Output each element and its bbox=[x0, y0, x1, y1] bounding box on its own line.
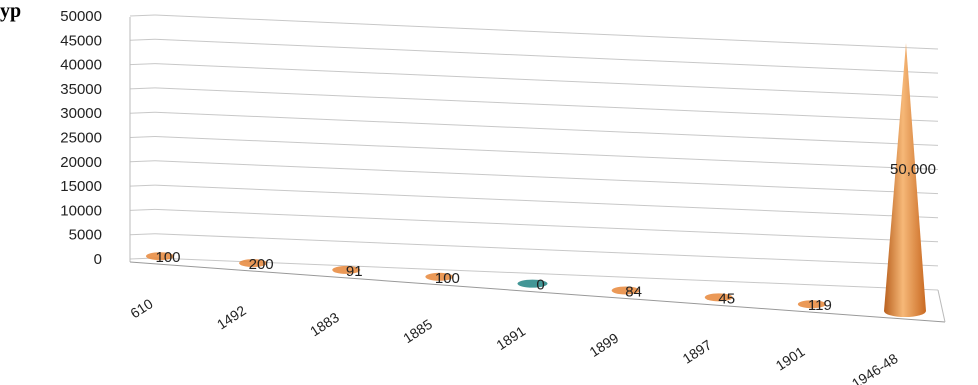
gridline bbox=[129, 136, 939, 170]
y-tick-label: 40000 bbox=[60, 57, 102, 74]
cone-bar bbox=[425, 272, 454, 281]
cone-bar bbox=[611, 286, 640, 295]
gridline bbox=[129, 14, 939, 50]
cone-bar bbox=[332, 265, 361, 274]
data-label: 119 bbox=[808, 297, 832, 314]
data-label: 45 bbox=[718, 290, 735, 307]
y-tick-label: 35000 bbox=[60, 81, 102, 98]
x-axis-ticks: 610 1492 1883 1885 1891 1899 1897 1901 1946-48 bbox=[127, 295, 900, 385]
y-tick-label: 50000 bbox=[60, 8, 102, 25]
axis-lines bbox=[129, 17, 946, 323]
gridline bbox=[129, 63, 939, 98]
gridline bbox=[129, 111, 939, 146]
x-tick-label: 1897 bbox=[680, 336, 715, 366]
cone-bar bbox=[239, 259, 268, 268]
gridline bbox=[129, 184, 939, 219]
x-tick-label: 1885 bbox=[400, 316, 435, 346]
data-label: 100 bbox=[155, 249, 180, 266]
gridline bbox=[129, 38, 939, 74]
data-label: 84 bbox=[625, 283, 642, 300]
cone-bar bbox=[704, 293, 733, 302]
x-tick-label: 1492 bbox=[214, 302, 249, 332]
x-tick-label: 1891 bbox=[493, 323, 528, 353]
x-tick-label: 1946-48 bbox=[849, 350, 901, 385]
y-tick-label: 15000 bbox=[60, 178, 102, 195]
cone-bar bbox=[797, 300, 826, 309]
y-tick-label: 10000 bbox=[60, 202, 102, 219]
cone-bars bbox=[146, 43, 926, 318]
x-tick-label: 610 bbox=[127, 295, 155, 321]
data-labels: 100 200 91 100 0 84 45 119 50,000 bbox=[155, 161, 935, 314]
x-tick-label: 1899 bbox=[586, 329, 621, 359]
data-label: 200 bbox=[249, 256, 274, 273]
gridline bbox=[129, 160, 939, 195]
cone-bar bbox=[884, 43, 926, 318]
cone-bar bbox=[517, 279, 548, 288]
gridline bbox=[129, 208, 939, 243]
y-tick-label: 0 bbox=[94, 251, 102, 268]
chart-title-fragment: ур bbox=[0, 0, 22, 22]
grid-lines bbox=[129, 14, 946, 323]
y-tick-label: 25000 bbox=[60, 130, 102, 147]
y-tick-label: 20000 bbox=[60, 154, 102, 171]
y-tick-label: 45000 bbox=[60, 32, 102, 49]
cone-bar bbox=[146, 252, 174, 261]
gridline bbox=[129, 87, 939, 122]
x-tick-label: 1901 bbox=[773, 343, 808, 373]
data-label: 91 bbox=[346, 263, 363, 280]
y-tick-label: 30000 bbox=[60, 105, 102, 122]
gridline bbox=[129, 233, 939, 267]
data-label: 0 bbox=[536, 277, 544, 294]
data-label: 100 bbox=[435, 270, 460, 287]
x-tick-label: 1883 bbox=[307, 309, 342, 339]
y-axis-ticks: 0 5000 10000 15000 20000 25000 30000 35000 40000… bbox=[60, 8, 102, 268]
y-tick-label: 5000 bbox=[69, 227, 102, 244]
data-label: 50,000 bbox=[890, 161, 936, 178]
